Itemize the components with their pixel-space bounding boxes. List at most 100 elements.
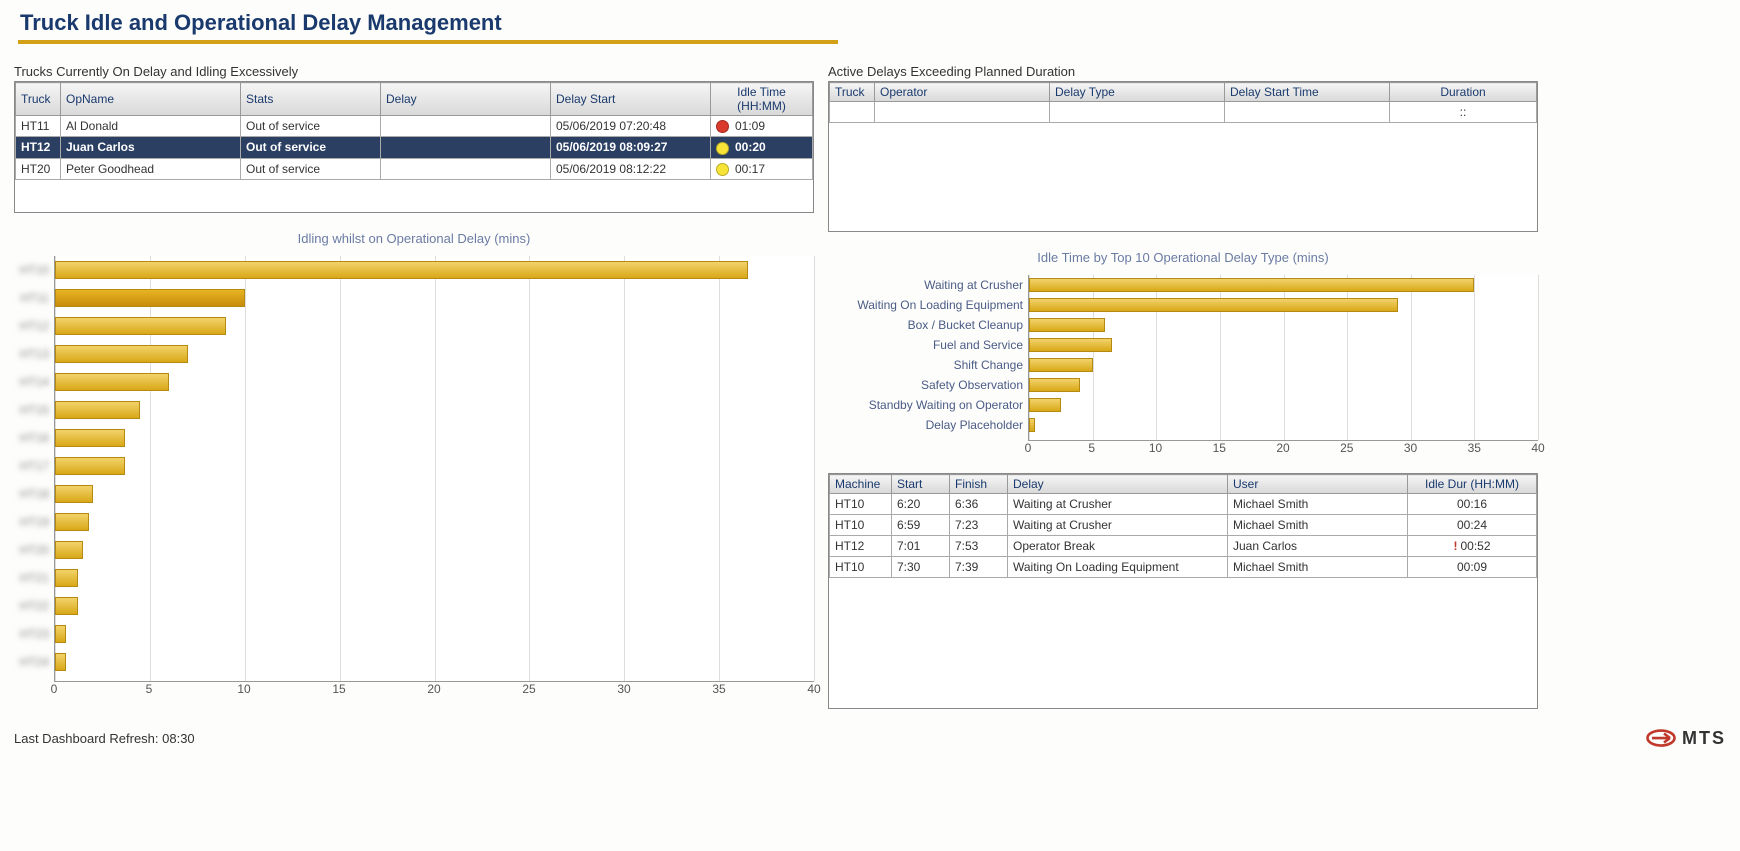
- cell: 05/06/2019 08:12:22: [551, 158, 711, 179]
- column-header[interactable]: Operator: [875, 83, 1050, 102]
- idling-table-title: Trucks Currently On Delay and Idling Exc…: [14, 64, 814, 81]
- warning-icon: !: [1453, 539, 1457, 553]
- idle-cell: 00:16: [1408, 494, 1537, 515]
- bar[interactable]: [55, 569, 78, 587]
- bar-row: HT20: [55, 536, 814, 564]
- bar-label: HT17: [20, 459, 49, 473]
- bar-row: HT24: [55, 648, 814, 676]
- cell: Waiting at Crusher: [1008, 515, 1228, 536]
- column-header[interactable]: Idle Time (HH:MM): [711, 83, 813, 116]
- idle-cell: 00:17: [711, 158, 813, 179]
- x-tick: 20: [1276, 441, 1289, 455]
- bar[interactable]: [55, 513, 89, 531]
- column-header[interactable]: Delay Start Time: [1225, 83, 1390, 102]
- bar[interactable]: [55, 485, 93, 503]
- column-header[interactable]: Truck: [16, 83, 61, 116]
- table-row[interactable]: HT107:307:39Waiting On Loading Equipment…: [830, 557, 1537, 578]
- cell: 7:53: [950, 536, 1008, 557]
- table-row[interactable]: HT11Al DonaldOut of service05/06/2019 07…: [16, 116, 813, 137]
- bar[interactable]: [55, 541, 83, 559]
- column-header[interactable]: Idle Dur (HH:MM): [1408, 475, 1537, 494]
- idling-chart: HT10HT11HT12HT13HT14HT15HT16HT17HT18HT19…: [14, 256, 814, 702]
- column-header[interactable]: Start: [892, 475, 950, 494]
- bar[interactable]: [1029, 338, 1112, 352]
- cell: HT10: [830, 515, 892, 536]
- x-tick: 0: [1025, 441, 1032, 455]
- top10-chart: Waiting at CrusherWaiting On Loading Equ…: [828, 275, 1538, 461]
- cell: Out of service: [241, 137, 381, 158]
- bar-row: Waiting On Loading Equipment: [1029, 295, 1538, 315]
- bar-label: Shift Change: [954, 358, 1023, 372]
- cell: [875, 102, 1050, 123]
- table-row[interactable]: HT20Peter GoodheadOut of service05/06/20…: [16, 158, 813, 179]
- active-delays-table: TruckOperatorDelay TypeDelay Start TimeD…: [829, 82, 1537, 123]
- column-header[interactable]: Truck: [830, 83, 875, 102]
- bar[interactable]: [55, 373, 169, 391]
- column-header[interactable]: Machine: [830, 475, 892, 494]
- cell: Michael Smith: [1228, 557, 1408, 578]
- bar[interactable]: [1029, 318, 1105, 332]
- bar[interactable]: [55, 457, 125, 475]
- cell: Juan Carlos: [1228, 536, 1408, 557]
- table-row[interactable]: ::: [830, 102, 1537, 123]
- table-row[interactable]: HT127:017:53Operator BreakJuan Carlos!00…: [830, 536, 1537, 557]
- bar[interactable]: [55, 345, 188, 363]
- bar[interactable]: [1029, 418, 1035, 432]
- table-row[interactable]: HT106:206:36Waiting at CrusherMichael Sm…: [830, 494, 1537, 515]
- column-header[interactable]: Duration: [1390, 83, 1537, 102]
- bar[interactable]: [55, 401, 140, 419]
- bar-label: Waiting at Crusher: [924, 278, 1023, 292]
- bar[interactable]: [1029, 278, 1474, 292]
- bar-row: Safety Observation: [1029, 375, 1538, 395]
- bar-label: HT14: [20, 375, 49, 389]
- cell: Out of service: [241, 158, 381, 179]
- bar[interactable]: [55, 429, 125, 447]
- top10-chart-title: Idle Time by Top 10 Operational Delay Ty…: [828, 250, 1538, 265]
- table-row[interactable]: HT106:597:23Waiting at CrusherMichael Sm…: [830, 515, 1537, 536]
- bar[interactable]: [55, 289, 245, 307]
- bar-row: HT23: [55, 620, 814, 648]
- column-header[interactable]: Finish: [950, 475, 1008, 494]
- bar-row: HT12: [55, 312, 814, 340]
- bar[interactable]: [55, 597, 78, 615]
- cell: [1050, 102, 1225, 123]
- column-header[interactable]: OpName: [61, 83, 241, 116]
- bar[interactable]: [1029, 298, 1398, 312]
- bar-label: Waiting On Loading Equipment: [857, 298, 1023, 312]
- bar[interactable]: [1029, 358, 1093, 372]
- column-header[interactable]: Delay Start: [551, 83, 711, 116]
- bar-label: Box / Bucket Cleanup: [908, 318, 1023, 332]
- x-tick: 25: [522, 682, 535, 696]
- bar-row: HT18: [55, 480, 814, 508]
- bar[interactable]: [55, 625, 66, 643]
- column-header[interactable]: Stats: [241, 83, 381, 116]
- bar-row: HT13: [55, 340, 814, 368]
- bar-row: Waiting at Crusher: [1029, 275, 1538, 295]
- bar[interactable]: [1029, 378, 1080, 392]
- cell: HT10: [830, 494, 892, 515]
- cell: Out of service: [241, 116, 381, 137]
- cell: Waiting at Crusher: [1008, 494, 1228, 515]
- bar-row: HT15: [55, 396, 814, 424]
- column-header[interactable]: Delay: [1008, 475, 1228, 494]
- bar[interactable]: [55, 317, 226, 335]
- x-tick: 10: [237, 682, 250, 696]
- bar-label: HT20: [20, 543, 49, 557]
- bar[interactable]: [1029, 398, 1061, 412]
- table-row[interactable]: HT12Juan CarlosOut of service05/06/2019 …: [16, 137, 813, 158]
- detail-table-container: MachineStartFinishDelayUserIdle Dur (HH:…: [828, 473, 1538, 709]
- bar[interactable]: [55, 653, 66, 671]
- x-tick: 30: [617, 682, 630, 696]
- x-tick: 35: [712, 682, 725, 696]
- bar[interactable]: [55, 261, 748, 279]
- logo-icon: [1646, 727, 1676, 749]
- cell: 6:36: [950, 494, 1008, 515]
- active-delays-title: Active Delays Exceeding Planned Duration: [828, 64, 1538, 81]
- bar-label: HT24: [20, 655, 49, 669]
- column-header[interactable]: Delay Type: [1050, 83, 1225, 102]
- idle-cell: 00:09: [1408, 557, 1537, 578]
- column-header[interactable]: Delay: [381, 83, 551, 116]
- cell: Michael Smith: [1228, 515, 1408, 536]
- active-delays-container: TruckOperatorDelay TypeDelay Start TimeD…: [828, 81, 1538, 232]
- column-header[interactable]: User: [1228, 475, 1408, 494]
